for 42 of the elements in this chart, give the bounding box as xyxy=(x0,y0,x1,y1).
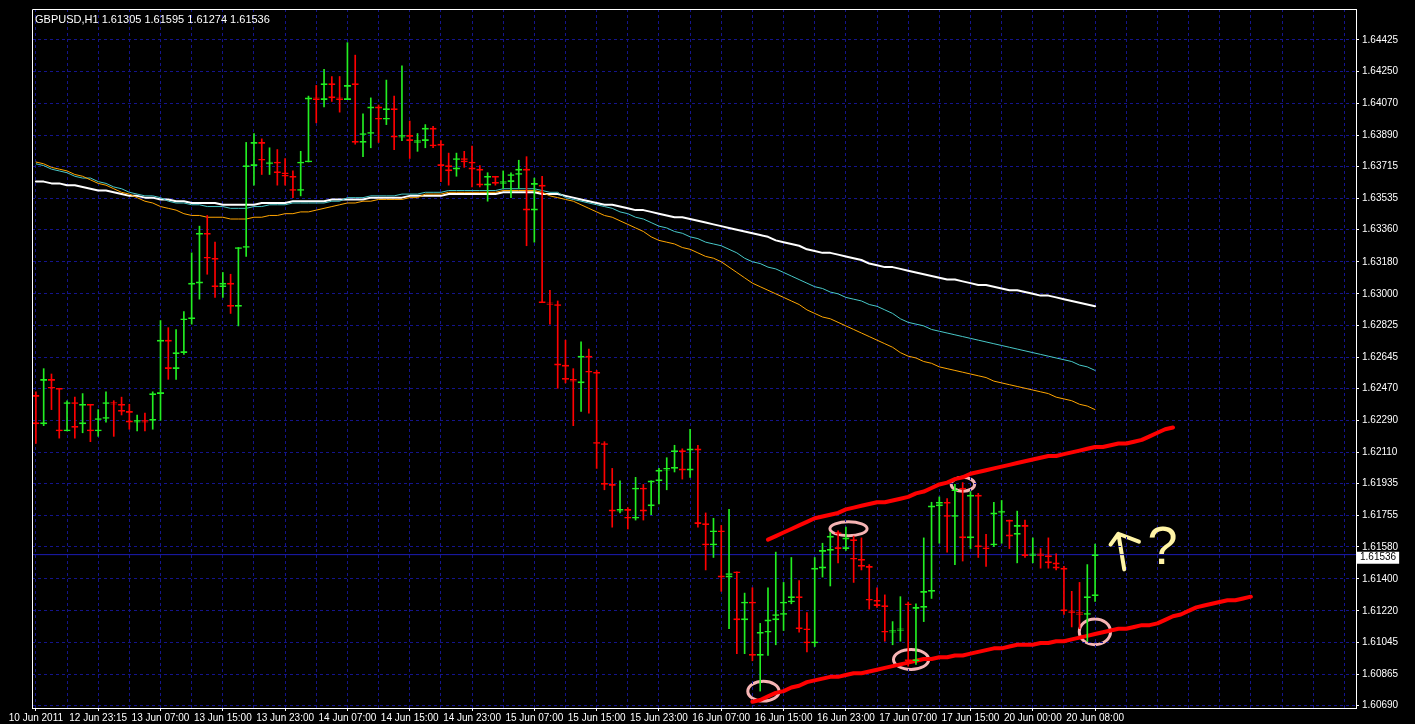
y-tick-label: 1.61580 xyxy=(1362,540,1399,552)
y-tick-label: 1.62110 xyxy=(1362,446,1398,458)
y-tick-label: 1.60690 xyxy=(1362,699,1399,711)
x-tick-label: 14 Jun 15:00 xyxy=(380,711,440,723)
y-tick-label: 1.64425 xyxy=(1362,33,1399,45)
x-tick-label: 13 Jun 15:00 xyxy=(193,711,253,723)
y-tick-label: 1.61935 xyxy=(1362,477,1399,489)
y-tick-label: 1.62470 xyxy=(1362,382,1399,393)
x-tick-label: 15 Jun 15:00 xyxy=(567,711,626,723)
y-tick-label: 1.63000 xyxy=(1362,287,1399,299)
y-tick-label: 1.63890 xyxy=(1362,129,1399,141)
x-tick-label: 17 Jun 15:00 xyxy=(941,711,1000,723)
x-tick-label: 16 Jun 07:00 xyxy=(692,711,751,723)
y-tick-label: 1.63360 xyxy=(1362,223,1399,235)
y-tick-label: 1.63535 xyxy=(1362,192,1399,204)
y-tick-label: 1.62645 xyxy=(1362,350,1399,362)
y-tick-label: 1.61220 xyxy=(1362,604,1399,616)
y-tick-label: 1.61755 xyxy=(1362,509,1399,521)
ref-line-label: 1.61536 xyxy=(1360,551,1397,563)
chart-title: GBPUSD,H1 1.61305 1.61595 1.61274 1.61536 xyxy=(35,12,270,25)
x-tick-label: 15 Jun 23:00 xyxy=(630,711,689,723)
y-tick-label: 1.61045 xyxy=(1362,635,1399,647)
x-tick-label: 16 Jun 23:00 xyxy=(816,711,876,723)
y-tick-label: 1.60865 xyxy=(1362,667,1399,679)
y-tick-label: 1.63180 xyxy=(1362,255,1399,267)
x-tick-label: 20 Jun 08:00 xyxy=(1066,711,1125,723)
x-tick-label: 15 Jun 07:00 xyxy=(505,711,564,723)
y-tick-label: 1.64250 xyxy=(1362,64,1399,76)
y-tick-label: 1.62825 xyxy=(1362,318,1399,330)
x-tick-label: 20 Jun 00:00 xyxy=(1003,711,1063,723)
x-tick-label: 14 Jun 07:00 xyxy=(318,711,377,723)
x-tick-label: 13 Jun 07:00 xyxy=(131,711,190,723)
y-tick-label: 1.61400 xyxy=(1362,572,1399,584)
x-tick-label: 12 Jun 23:15 xyxy=(69,711,128,723)
y-tick-label: 1.63715 xyxy=(1362,160,1399,172)
x-tick-label: 16 Jun 15:00 xyxy=(754,711,813,723)
x-tick-label: 10 Jun 2011 xyxy=(8,711,64,723)
x-tick-label: 14 Jun 23:00 xyxy=(443,711,502,723)
x-tick-label: 13 Jun 23:00 xyxy=(256,711,315,723)
x-tick-label: 17 Jun 07:00 xyxy=(879,711,938,723)
y-tick-label: 1.62290 xyxy=(1362,414,1399,426)
y-tick-label: 1.64070 xyxy=(1362,96,1399,108)
